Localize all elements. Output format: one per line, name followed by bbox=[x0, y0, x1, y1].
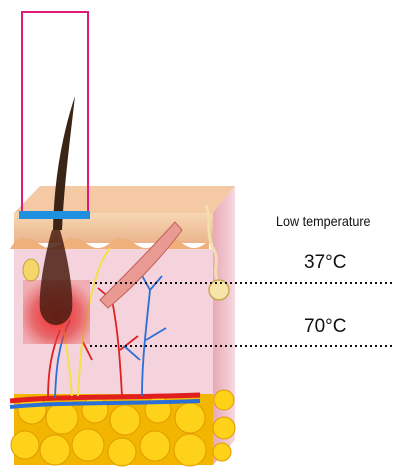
artery-horizontal bbox=[9, 392, 201, 404]
device-outline bbox=[21, 11, 89, 214]
sweat-gland-duct bbox=[204, 204, 220, 283]
muscle-icon bbox=[99, 221, 183, 309]
temperature-37-label: 37°C bbox=[304, 252, 347, 273]
sebaceous-gland-icon bbox=[22, 258, 40, 282]
vein-horizontal bbox=[9, 399, 201, 409]
low-temperature-label: Low temperature bbox=[276, 213, 371, 229]
hair-shaft bbox=[53, 96, 75, 230]
sweat-gland-icon bbox=[208, 279, 230, 301]
device-tip bbox=[19, 211, 90, 219]
hair-follicle-icon bbox=[39, 230, 73, 325]
temperature-70-label: 70°C bbox=[304, 316, 347, 337]
skin-top-surface bbox=[14, 186, 235, 213]
